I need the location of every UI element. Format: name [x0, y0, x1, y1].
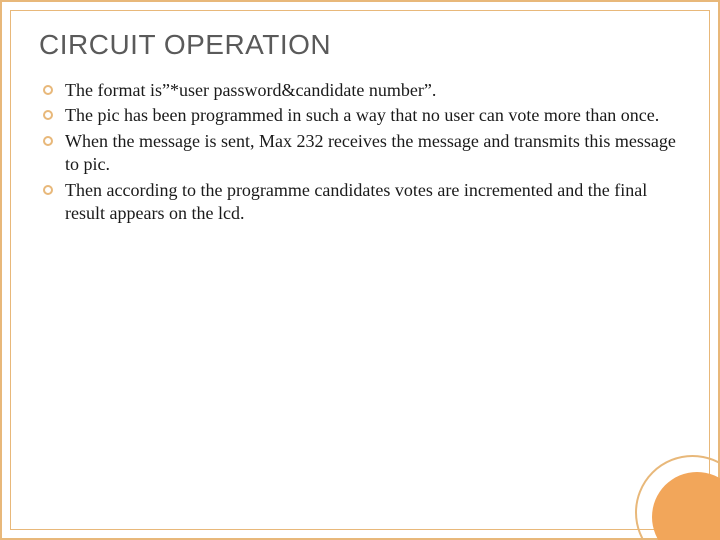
ring-icon	[43, 110, 53, 120]
bullet-text: When the message is sent, Max 232 receiv…	[65, 131, 676, 174]
list-item: The format is”*user password&candidate n…	[39, 79, 681, 102]
slide-container: CIRCUIT OPERATION The format is”*user pa…	[0, 0, 720, 540]
slide-inner: CIRCUIT OPERATION The format is”*user pa…	[10, 10, 710, 530]
list-item: Then according to the programme candidat…	[39, 179, 681, 226]
list-item: When the message is sent, Max 232 receiv…	[39, 130, 681, 177]
slide-title: CIRCUIT OPERATION	[39, 29, 681, 61]
bullet-list: The format is”*user password&candidate n…	[39, 79, 681, 225]
bullet-text: Then according to the programme candidat…	[65, 180, 647, 223]
bullet-text: The format is”*user password&candidate n…	[65, 80, 436, 100]
ring-icon	[43, 185, 53, 195]
ring-icon	[43, 85, 53, 95]
bullet-text: The pic has been programmed in such a wa…	[65, 105, 659, 125]
ring-icon	[43, 136, 53, 146]
list-item: The pic has been programmed in such a wa…	[39, 104, 681, 127]
